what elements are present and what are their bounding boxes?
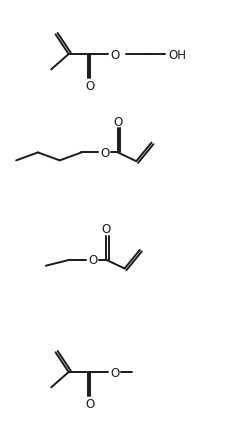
Text: O: O	[102, 223, 111, 236]
Text: O: O	[110, 49, 120, 61]
Text: O: O	[89, 254, 98, 267]
Text: O: O	[110, 366, 120, 379]
Text: O: O	[113, 116, 122, 129]
Text: O: O	[100, 147, 110, 159]
Text: O: O	[86, 397, 95, 410]
Text: OH: OH	[169, 49, 187, 61]
Text: O: O	[86, 79, 95, 92]
